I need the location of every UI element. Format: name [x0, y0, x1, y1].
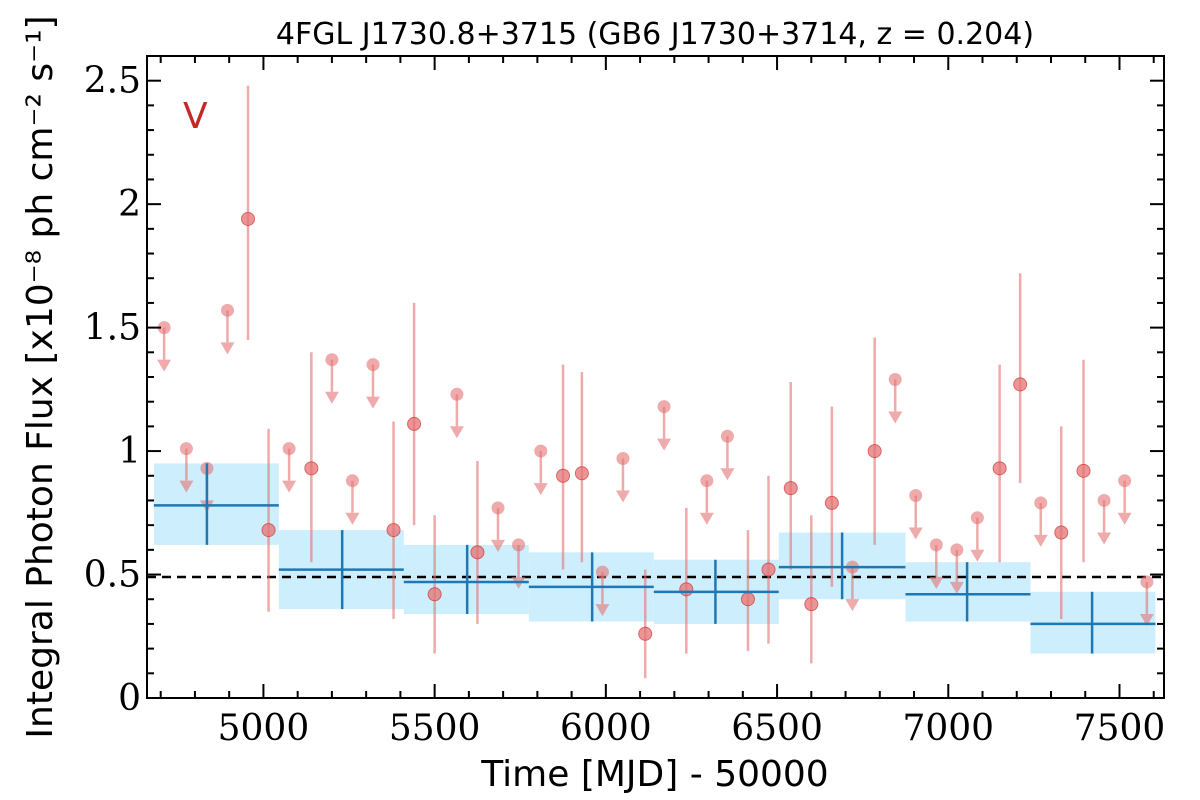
upper-limit-point — [1097, 493, 1111, 507]
detection-point — [1013, 377, 1028, 392]
detection-point — [783, 481, 798, 496]
upper-limit-point — [512, 538, 526, 552]
upper-limit-point — [700, 474, 714, 488]
upper-limit-arrow — [845, 599, 860, 612]
upper-limit-arrow — [179, 480, 194, 493]
upper-limit-arrow — [1139, 613, 1154, 626]
y-tick-label: 1.5 — [84, 308, 141, 349]
detection-point — [1076, 463, 1091, 478]
upper-limit-point — [616, 451, 630, 465]
upper-limit-point — [450, 387, 464, 401]
upper-limit-arrow — [615, 490, 630, 503]
upper-limit-point — [282, 442, 296, 456]
upper-limit-arrow — [449, 426, 464, 439]
detection-point — [804, 597, 819, 612]
upper-limit-point — [366, 358, 380, 372]
upper-limit-arrow — [345, 512, 360, 525]
detection-point — [574, 466, 589, 481]
upper-limit-point — [970, 511, 984, 525]
upper-limit-point — [325, 353, 339, 367]
detection-point — [386, 523, 401, 538]
x-tick-label: 6500 — [731, 708, 823, 749]
x-tick-label: 5000 — [218, 708, 310, 749]
upper-limit-point — [1140, 575, 1154, 589]
chart-title: 4FGL J1730.8+3715 (GB6 J1730+3714, z = 0… — [276, 17, 1034, 52]
upper-limit-arrow — [490, 539, 505, 552]
upper-limit-arrow — [699, 512, 714, 525]
detection-point — [470, 545, 485, 560]
upper-limit-arrow — [1097, 532, 1112, 545]
detection-point — [304, 461, 319, 476]
upper-limit-point — [1118, 474, 1132, 488]
upper-limit-arrow — [1117, 512, 1132, 525]
upper-limit-arrow — [1033, 534, 1048, 547]
detection-point — [824, 495, 839, 510]
upper-limit-arrow — [282, 480, 297, 493]
y-tick-label: 0 — [118, 678, 141, 719]
x-tick-label: 7000 — [902, 708, 994, 749]
detection-point — [407, 416, 422, 431]
y-axis-label: Integral Photon Flux [x10⁻⁸ ph cm⁻² s⁻¹] — [20, 15, 61, 738]
upper-limit-arrow — [595, 604, 610, 617]
upper-limit-arrow — [533, 483, 548, 496]
upper-limit-point — [888, 372, 902, 386]
upper-limit-point — [720, 429, 734, 443]
axis-ticks: 5000 5500 6000 6500 7000 7500 0 0.5 1 1.5 2 2.5 — [84, 55, 1166, 749]
upper-limit-arrow — [157, 359, 172, 372]
upper-limit-arrow — [720, 468, 735, 481]
upper-limit-point — [491, 501, 505, 515]
detection-point — [867, 444, 882, 459]
upper-limit-arrow — [949, 581, 964, 594]
upper-limit-point — [950, 543, 964, 557]
upper-limit-point — [157, 321, 171, 335]
detection-point — [241, 211, 256, 226]
detection-point — [992, 461, 1007, 476]
upper-limit-point — [220, 303, 234, 317]
x-tick-label: 5500 — [389, 708, 481, 749]
upper-limit-point — [179, 442, 193, 456]
x-axis-label: Time [MJD] - 50000 — [480, 754, 828, 795]
detection-point — [679, 582, 694, 597]
y-tick-label: 1 — [118, 431, 141, 472]
y-tick-label: 2 — [118, 184, 141, 225]
upper-limit-arrow — [324, 391, 339, 404]
panel-label: V — [183, 96, 208, 137]
detection-point — [261, 523, 276, 538]
upper-limit-arrow — [888, 411, 903, 424]
upper-limit-point — [1034, 496, 1048, 510]
detection-point — [1054, 525, 1069, 540]
upper-limit-arrow — [970, 549, 985, 562]
plot-area — [147, 85, 1164, 679]
upper-limit-point — [345, 474, 359, 488]
x-tick-label: 6000 — [560, 708, 652, 749]
upper-limit-point — [909, 489, 923, 503]
detection-point — [740, 592, 755, 607]
detection-point — [761, 562, 776, 577]
detection-point — [638, 626, 653, 641]
upper-limit-point — [657, 400, 671, 414]
upper-limit-arrow — [908, 527, 923, 540]
upper-limit-point — [929, 538, 943, 552]
y-tick-label: 2.5 — [84, 61, 141, 102]
x-tick-label: 7500 — [1074, 708, 1166, 749]
upper-limit-point — [534, 444, 548, 458]
upper-limit-arrow — [366, 396, 380, 409]
detection-point — [556, 468, 571, 483]
y-tick-label: 0.5 — [84, 555, 141, 596]
upper-limit-arrow — [929, 576, 944, 589]
detection-point — [427, 587, 442, 602]
upper-limit-point — [595, 565, 609, 579]
upper-limit-arrow — [657, 438, 672, 451]
upper-limit-arrow — [220, 342, 235, 355]
